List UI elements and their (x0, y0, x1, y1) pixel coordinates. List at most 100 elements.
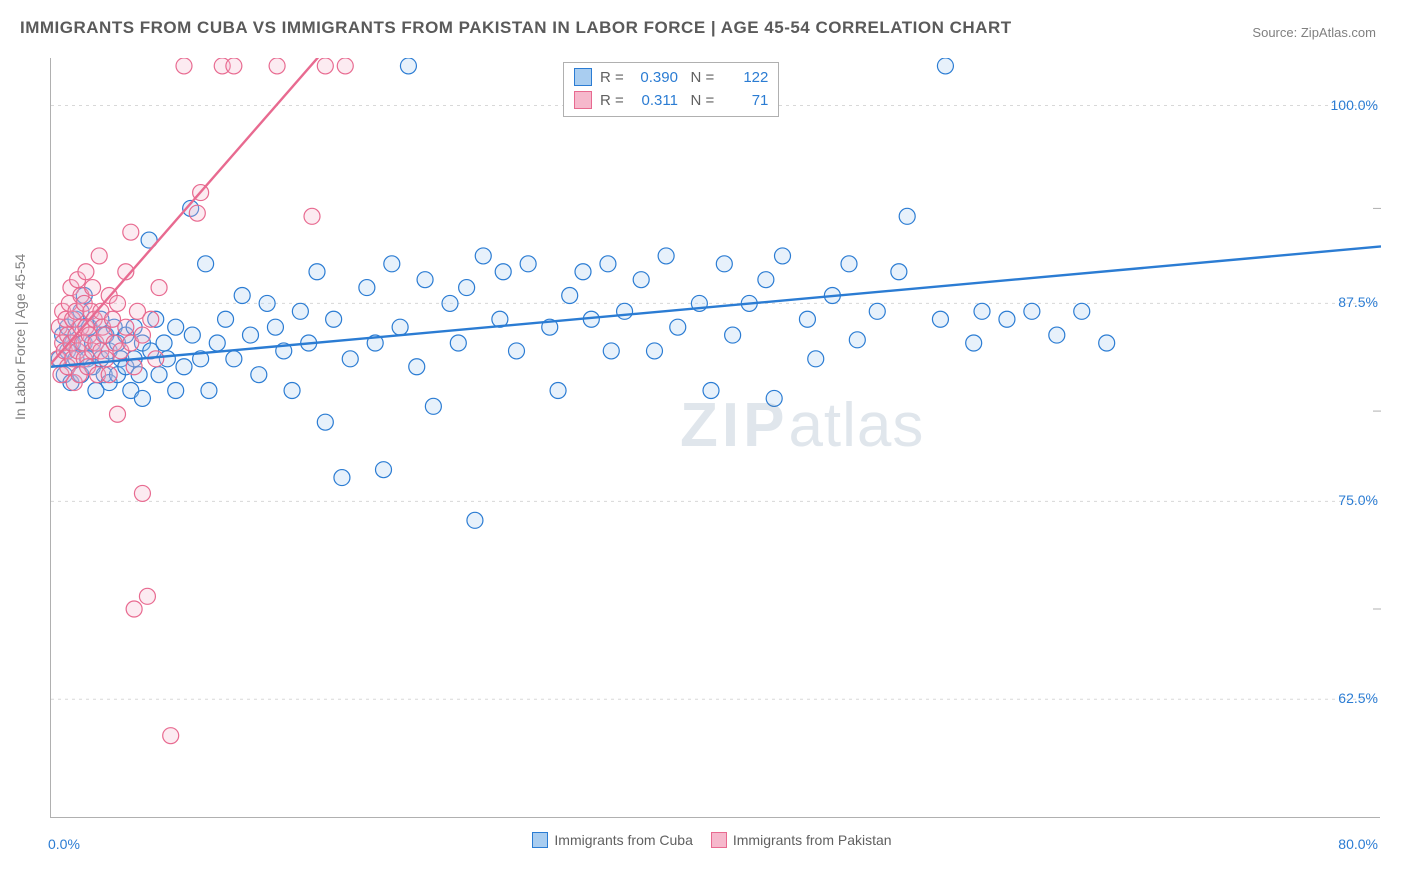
scatter-point (575, 264, 591, 280)
scatter-point (168, 383, 184, 399)
y-tick-label: 87.5% (1338, 294, 1378, 310)
stat-r-value: 0.311 (628, 90, 678, 113)
scatter-point (974, 303, 990, 319)
scatter-point (409, 359, 425, 375)
scatter-point (78, 264, 94, 280)
scatter-point (495, 264, 511, 280)
scatter-point (1024, 303, 1040, 319)
scatter-point (808, 351, 824, 367)
scatter-point (101, 367, 117, 383)
scatter-point (417, 272, 433, 288)
scatter-point (317, 58, 333, 74)
scatter-point (891, 264, 907, 280)
scatter-point (326, 311, 342, 327)
scatter-point (758, 272, 774, 288)
legend-swatch (574, 91, 592, 109)
scatter-point (126, 601, 142, 617)
scatter-point (550, 383, 566, 399)
scatter-point (841, 256, 857, 272)
scatter-point (600, 256, 616, 272)
stats-row: R = 0.390 N = 122 (574, 67, 768, 90)
scatter-point (176, 359, 192, 375)
source-attribution: Source: ZipAtlas.com (1252, 25, 1376, 40)
scatter-point (869, 303, 885, 319)
chart-title: IMMIGRANTS FROM CUBA VS IMMIGRANTS FROM … (20, 18, 1012, 38)
source-link[interactable]: ZipAtlas.com (1301, 25, 1376, 40)
stat-n-label: N = (678, 92, 718, 109)
stat-r-value: 0.390 (628, 67, 678, 90)
stat-n-value: 122 (718, 67, 768, 90)
legend-swatch (574, 68, 592, 86)
scatter-point (134, 327, 150, 343)
correlation-stats-box: R = 0.390 N = 122R = 0.311 N = 71 (563, 62, 779, 117)
scatter-point (134, 485, 150, 501)
scatter-point (91, 248, 107, 264)
scatter-point (467, 512, 483, 528)
scatter-point (617, 303, 633, 319)
scatter-point (118, 319, 134, 335)
stats-row: R = 0.311 N = 71 (574, 90, 768, 113)
scatter-point (110, 295, 126, 311)
scatter-point (966, 335, 982, 351)
scatter-point (226, 58, 242, 74)
scatter-point (1074, 303, 1090, 319)
legend-swatch (532, 832, 548, 848)
stat-r-label: R = (600, 69, 628, 86)
scatter-point (425, 398, 441, 414)
scatter-point (143, 311, 159, 327)
scatter-point (392, 319, 408, 335)
scatter-point (633, 272, 649, 288)
scatter-point (342, 351, 358, 367)
scatter-point (304, 208, 320, 224)
scatter-point (126, 359, 142, 375)
scatter-point (269, 58, 285, 74)
chart-plot-area (50, 58, 1380, 818)
scatter-point (775, 248, 791, 264)
scatter-point (337, 58, 353, 74)
scatter-point (184, 327, 200, 343)
scatter-point (251, 367, 267, 383)
scatter-point (376, 462, 392, 478)
scatter-point (156, 335, 172, 351)
scatter-point (1099, 335, 1115, 351)
scatter-point (334, 470, 350, 486)
scatter-point (309, 264, 325, 280)
source-label: Source: (1252, 25, 1297, 40)
scatter-point (176, 58, 192, 74)
y-axis-label: In Labor Force | Age 45-54 (12, 254, 28, 420)
scatter-point (292, 303, 308, 319)
scatter-point (139, 588, 155, 604)
scatter-point (98, 351, 114, 367)
scatter-point (766, 390, 782, 406)
scatter-point (259, 295, 275, 311)
scatter-point (450, 335, 466, 351)
legend-bottom: Immigrants from CubaImmigrants from Paki… (0, 832, 1406, 848)
scatter-point (442, 295, 458, 311)
scatter-point (267, 319, 283, 335)
scatter-point (799, 311, 815, 327)
scatter-point (110, 406, 126, 422)
scatter-point (937, 58, 953, 74)
y-tick-label: 100.0% (1331, 97, 1378, 113)
scatter-point (459, 280, 475, 296)
scatter-point (716, 256, 732, 272)
scatter-point (134, 390, 150, 406)
scatter-point (646, 343, 662, 359)
scatter-point (234, 288, 250, 304)
scatter-point (509, 343, 525, 359)
legend-label: Immigrants from Pakistan (733, 832, 892, 848)
scatter-point (284, 383, 300, 399)
scatter-point (658, 248, 674, 264)
stat-r-label: R = (600, 92, 628, 109)
scatter-point (400, 58, 416, 74)
scatter-point (603, 343, 619, 359)
stat-n-label: N = (678, 69, 718, 86)
scatter-point (1049, 327, 1065, 343)
scatter-point (475, 248, 491, 264)
scatter-point (703, 383, 719, 399)
scatter-point (384, 256, 400, 272)
scatter-point (849, 332, 865, 348)
scatter-point (932, 311, 948, 327)
scatter-point (201, 383, 217, 399)
scatter-point (359, 280, 375, 296)
